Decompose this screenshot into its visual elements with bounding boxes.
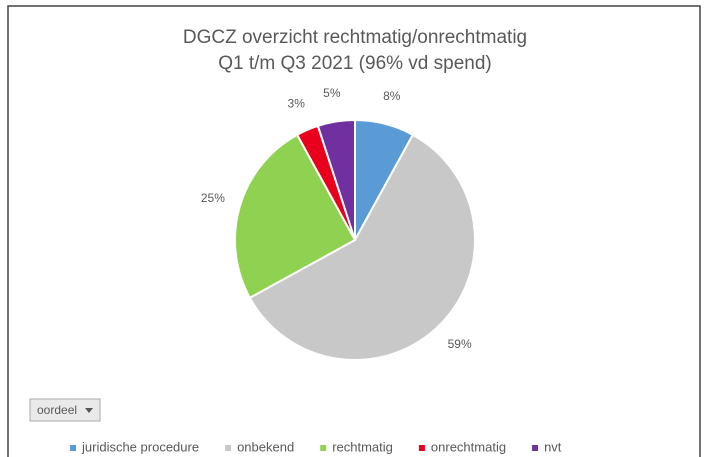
chart-subtitle: Q1 t/m Q3 2021 (96% vd spend)	[218, 53, 492, 74]
legend-label: onrechtmatig	[431, 439, 506, 454]
filter-arrow[interactable]	[85, 408, 93, 413]
data-label: 59%	[448, 337, 472, 351]
legend-label: juridische procedure	[81, 439, 199, 454]
data-label: 5%	[323, 86, 341, 100]
data-label: 25%	[201, 191, 225, 205]
legend-marker	[532, 445, 539, 451]
legend-marker	[225, 445, 232, 451]
legend-label: onbekend	[237, 439, 294, 454]
legend-marker	[70, 445, 76, 451]
legend-marker	[418, 445, 425, 451]
legend-label: nvt	[544, 439, 562, 454]
filter-button-box[interactable]	[29, 398, 101, 422]
data-label: 8%	[383, 89, 401, 103]
filter-button[interactable]: oordeel	[29, 398, 101, 422]
chart-title: DGCZ overzicht rechtmatig/onrechtmatig	[183, 27, 527, 48]
legend-label: rechtmatig	[332, 439, 393, 454]
legend-marker	[320, 445, 327, 451]
pie-slice	[248, 133, 476, 361]
pie-slice	[234, 133, 357, 300]
pie-slice	[316, 118, 356, 241]
data-label: 3%	[288, 96, 306, 110]
filter-button-label[interactable]: oordeel	[37, 403, 77, 417]
